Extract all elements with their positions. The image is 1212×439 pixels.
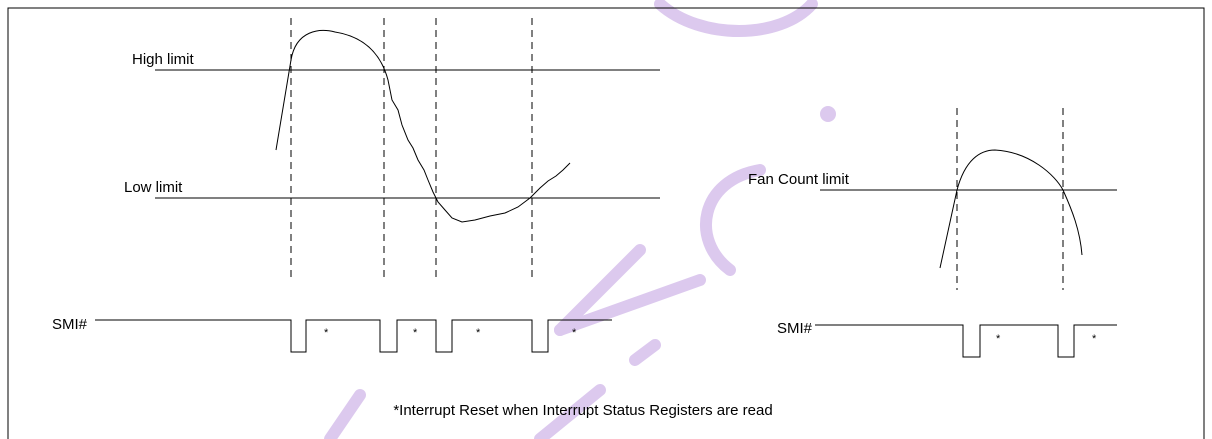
reset-marker: * (996, 333, 1001, 345)
smi-waveform (95, 319, 612, 353)
low-limit-label: Low limit (124, 179, 183, 196)
smi-label: SMI# (777, 320, 813, 337)
reset-marker: * (413, 327, 418, 339)
dashed-guides (956, 108, 1064, 290)
reset-marker: * (1092, 333, 1097, 345)
dashed-guides (290, 18, 533, 278)
smi-label: SMI# (52, 316, 88, 333)
reset-marker: * (476, 327, 481, 339)
watermark (324, 0, 836, 439)
caption: *Interrupt Reset when Interrupt Status R… (393, 402, 772, 419)
reset-marker: * (324, 327, 329, 339)
frame (7, 7, 1205, 439)
high-limit-label: High limit (132, 51, 195, 68)
signal-curve (275, 29, 571, 223)
smi-waveform (815, 324, 1117, 358)
fan-limit-label: Fan Count limit (748, 171, 850, 188)
fan-curve (939, 149, 1083, 269)
reset-marker: * (572, 327, 577, 339)
